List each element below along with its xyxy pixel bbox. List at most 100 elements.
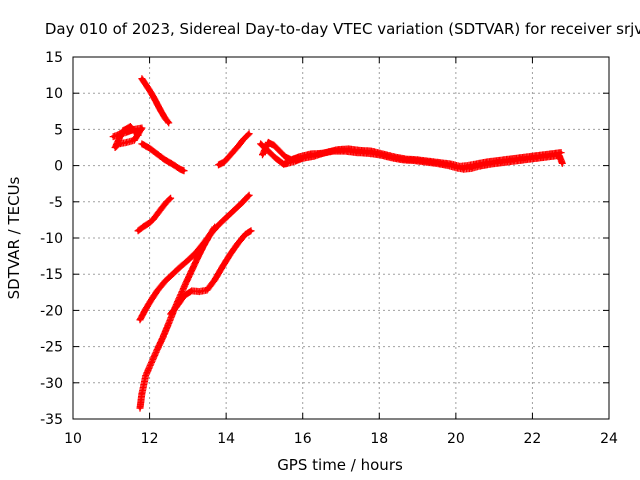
data-point xyxy=(138,318,142,322)
data-point xyxy=(232,208,236,213)
data-point xyxy=(435,161,439,166)
y-tick-label: -20 xyxy=(40,303,63,319)
data-point xyxy=(149,360,154,365)
data-point xyxy=(354,150,358,155)
x-tick-label: 24 xyxy=(600,431,618,447)
y-axis-label: SDTVAR / TECUs xyxy=(5,176,23,299)
y-tick-label: 0 xyxy=(54,159,63,175)
data-point xyxy=(560,161,564,166)
data-point xyxy=(190,289,194,293)
data-point xyxy=(149,297,154,302)
data-point xyxy=(136,133,140,137)
y-tick-label: 5 xyxy=(54,122,63,138)
data-point xyxy=(236,145,240,149)
data-point xyxy=(249,229,253,233)
data-point xyxy=(272,143,276,147)
y-tick-label: 15 xyxy=(45,50,63,66)
data-point xyxy=(147,221,152,225)
data-series-3 xyxy=(138,75,173,127)
grid-layer xyxy=(73,57,609,419)
x-tick-label: 10 xyxy=(64,431,82,447)
x-tick-label: 16 xyxy=(294,431,312,447)
data-point xyxy=(165,200,169,204)
data-point xyxy=(274,156,278,160)
data-point xyxy=(136,229,140,233)
y-tick-label: -5 xyxy=(49,195,63,211)
data-point xyxy=(128,124,133,129)
data-point xyxy=(155,347,159,352)
data-series-1 xyxy=(109,123,146,151)
data-point xyxy=(247,132,251,136)
series-markers xyxy=(215,130,253,169)
y-tick-label: -25 xyxy=(40,340,63,356)
data-point xyxy=(270,153,274,157)
data-point xyxy=(140,126,144,130)
data-point xyxy=(331,149,335,153)
data-point xyxy=(184,281,188,285)
data-point xyxy=(167,321,171,326)
x-tick-label: 20 xyxy=(447,431,465,447)
data-point xyxy=(461,167,466,171)
data-point xyxy=(247,193,251,197)
y-tick-label: 10 xyxy=(45,86,63,102)
data-point xyxy=(190,268,194,273)
data-point xyxy=(201,245,205,249)
data-point xyxy=(163,116,167,120)
data-point xyxy=(169,196,173,200)
data-point xyxy=(170,162,175,166)
data-point xyxy=(205,288,209,292)
data-point xyxy=(400,158,404,162)
data-point xyxy=(169,312,173,316)
data-point xyxy=(144,307,148,311)
data-point xyxy=(125,130,129,134)
data-point xyxy=(182,294,186,298)
data-point xyxy=(297,155,301,159)
data-point xyxy=(144,373,148,378)
data-point xyxy=(178,167,182,171)
data-point xyxy=(216,163,221,167)
data-point xyxy=(117,142,121,146)
data-point xyxy=(147,88,152,92)
data-point xyxy=(285,161,289,166)
data-point xyxy=(159,109,163,113)
data-point xyxy=(259,142,263,146)
data-point xyxy=(151,95,155,99)
data-series-6 xyxy=(136,223,219,412)
data-point xyxy=(159,207,163,211)
y-tick-label: -30 xyxy=(40,376,63,392)
data-point xyxy=(178,265,182,269)
data-point xyxy=(155,102,159,106)
series-markers xyxy=(167,227,255,318)
data-series-8 xyxy=(215,130,253,169)
data-point xyxy=(182,169,186,173)
y-tick-label: -15 xyxy=(40,267,63,283)
series-markers xyxy=(138,75,173,127)
data-series-10 xyxy=(259,138,566,173)
series-markers xyxy=(134,194,175,235)
data-point xyxy=(151,217,155,221)
data-point xyxy=(523,158,527,162)
data-point xyxy=(140,77,144,81)
data-point xyxy=(216,223,221,227)
data-point xyxy=(113,145,117,150)
data-point xyxy=(260,153,265,157)
data-point xyxy=(224,216,228,220)
data-point xyxy=(174,305,178,309)
data-point xyxy=(546,155,550,159)
data-point xyxy=(213,225,217,229)
data-point xyxy=(121,129,125,133)
data-point xyxy=(140,392,144,396)
data-point xyxy=(283,155,288,159)
data-point xyxy=(132,127,136,131)
data-point xyxy=(266,140,270,145)
ticks-layer: 10 12 14 16 18 20 22 24 15 10 5 0 -5 -10 -15 -20 -25 -30 -… xyxy=(40,50,618,447)
data-point xyxy=(228,253,232,257)
data-point xyxy=(155,289,159,293)
data-point xyxy=(423,160,427,164)
data-point xyxy=(186,258,190,263)
data-point xyxy=(454,166,458,170)
data-point xyxy=(213,278,217,282)
data-point xyxy=(197,289,201,294)
data-point xyxy=(138,406,142,410)
